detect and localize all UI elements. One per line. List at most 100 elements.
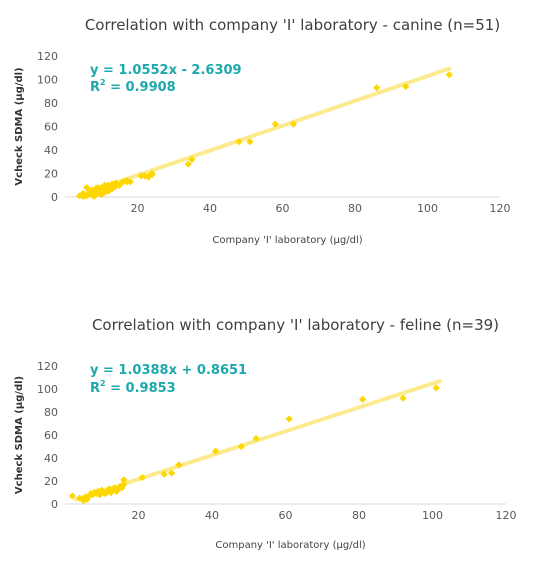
data-point bbox=[148, 171, 156, 179]
data-point bbox=[432, 384, 440, 392]
y-tick-label: 100 bbox=[37, 383, 58, 396]
data-point bbox=[184, 160, 192, 168]
y-tick-label: 0 bbox=[51, 498, 58, 511]
y-tick-label: 80 bbox=[44, 97, 58, 110]
data-point bbox=[373, 84, 381, 92]
data-point bbox=[175, 461, 183, 469]
data-point bbox=[94, 184, 102, 192]
data-point bbox=[118, 484, 126, 492]
feline-chart: Correlation with company 'I' laboratory … bbox=[14, 316, 517, 551]
x-tick-label: 20 bbox=[131, 202, 145, 215]
data-point bbox=[95, 187, 104, 195]
regression-equation: y = 1.0552x - 2.6309 bbox=[90, 63, 242, 78]
data-point bbox=[88, 491, 97, 499]
data-point bbox=[101, 181, 109, 189]
canine-chart: Correlation with company 'I' laboratory … bbox=[14, 16, 511, 246]
data-point bbox=[98, 487, 106, 495]
x-tick-label: 40 bbox=[205, 509, 219, 522]
data-point bbox=[123, 178, 131, 186]
y-tick-label: 0 bbox=[51, 191, 58, 204]
r-squared-label: R2 = 0.9853 bbox=[90, 379, 176, 396]
y-axis-title: Vcheck SDMA (μg/dl) bbox=[14, 67, 25, 185]
x-tick-label: 40 bbox=[203, 202, 217, 215]
data-point bbox=[81, 493, 89, 501]
data-point bbox=[402, 82, 410, 91]
y-axis-title: Vcheck SDMA (μg/dl) bbox=[14, 376, 25, 494]
data-point bbox=[160, 470, 168, 478]
data-point bbox=[289, 120, 297, 128]
data-point bbox=[109, 486, 117, 494]
y-tick-label: 40 bbox=[44, 144, 58, 157]
x-tick-label: 120 bbox=[496, 509, 517, 522]
data-point bbox=[445, 71, 453, 79]
data-point bbox=[188, 155, 196, 163]
y-tick-label: 120 bbox=[37, 360, 58, 373]
r-squared-symbol: R bbox=[90, 80, 100, 95]
y-tick-label: 80 bbox=[44, 406, 58, 419]
data-point bbox=[85, 492, 93, 500]
data-point bbox=[112, 487, 121, 495]
data-point bbox=[359, 395, 367, 403]
data-point bbox=[212, 447, 220, 455]
data-point bbox=[103, 487, 111, 495]
r-squared-superscript: 2 bbox=[100, 78, 106, 87]
r-squared-value: = 0.9853 bbox=[106, 381, 176, 396]
data-point bbox=[68, 492, 76, 500]
x-tick-label: 100 bbox=[422, 509, 443, 522]
data-point bbox=[167, 469, 176, 477]
data-point bbox=[101, 490, 110, 498]
data-point bbox=[79, 191, 87, 199]
x-axis-title: Company 'I' laboratory (μg/dl) bbox=[212, 235, 362, 246]
x-tick-label: 60 bbox=[279, 509, 293, 522]
data-point bbox=[86, 189, 94, 198]
data-point bbox=[112, 179, 120, 187]
data-point bbox=[252, 434, 260, 443]
data-point bbox=[105, 485, 113, 493]
data-point bbox=[235, 138, 243, 146]
data-point bbox=[138, 473, 146, 482]
x-tick-label: 80 bbox=[352, 509, 366, 522]
r-squared-value: = 0.9908 bbox=[106, 80, 176, 95]
data-point bbox=[246, 138, 254, 146]
data-point bbox=[79, 496, 87, 505]
trendline bbox=[74, 379, 442, 502]
data-point bbox=[111, 484, 119, 492]
r-squared-label: R2 = 0.9908 bbox=[90, 78, 176, 95]
data-point bbox=[90, 192, 98, 201]
r-squared-superscript: 2 bbox=[100, 379, 106, 388]
y-tick-label: 120 bbox=[37, 50, 58, 63]
data-point bbox=[104, 181, 113, 189]
x-tick-label: 100 bbox=[417, 202, 438, 215]
data-point bbox=[285, 415, 293, 423]
data-point bbox=[92, 490, 100, 498]
y-tick-label: 60 bbox=[44, 429, 58, 442]
chart-title: Correlation with company 'I' laboratory … bbox=[92, 316, 499, 334]
data-point bbox=[83, 495, 91, 503]
data-point bbox=[115, 181, 123, 189]
data-point bbox=[104, 187, 113, 195]
y-tick-label: 20 bbox=[44, 168, 58, 181]
x-tick-label: 80 bbox=[348, 202, 362, 215]
data-point bbox=[101, 188, 109, 196]
data-point bbox=[271, 120, 279, 128]
y-tick-label: 40 bbox=[44, 452, 58, 465]
data-point bbox=[120, 476, 128, 484]
x-axis-title: Company 'I' laboratory (μg/dl) bbox=[215, 540, 365, 551]
y-tick-label: 100 bbox=[37, 74, 58, 87]
data-point bbox=[126, 178, 134, 186]
x-tick-label: 20 bbox=[132, 509, 146, 522]
regression-equation: y = 1.0388x + 0.8651 bbox=[90, 363, 247, 378]
data-point bbox=[237, 442, 245, 451]
data-point bbox=[399, 394, 407, 402]
data-point bbox=[137, 172, 145, 180]
x-tick-label: 120 bbox=[490, 202, 511, 215]
data-point bbox=[119, 178, 127, 186]
y-tick-label: 20 bbox=[44, 475, 58, 488]
y-tick-label: 60 bbox=[44, 121, 58, 134]
data-point bbox=[94, 487, 102, 495]
x-tick-label: 60 bbox=[276, 202, 290, 215]
data-point bbox=[120, 480, 128, 489]
chart-title: Correlation with company 'I' laboratory … bbox=[85, 16, 500, 34]
r-squared-symbol: R bbox=[90, 381, 100, 396]
